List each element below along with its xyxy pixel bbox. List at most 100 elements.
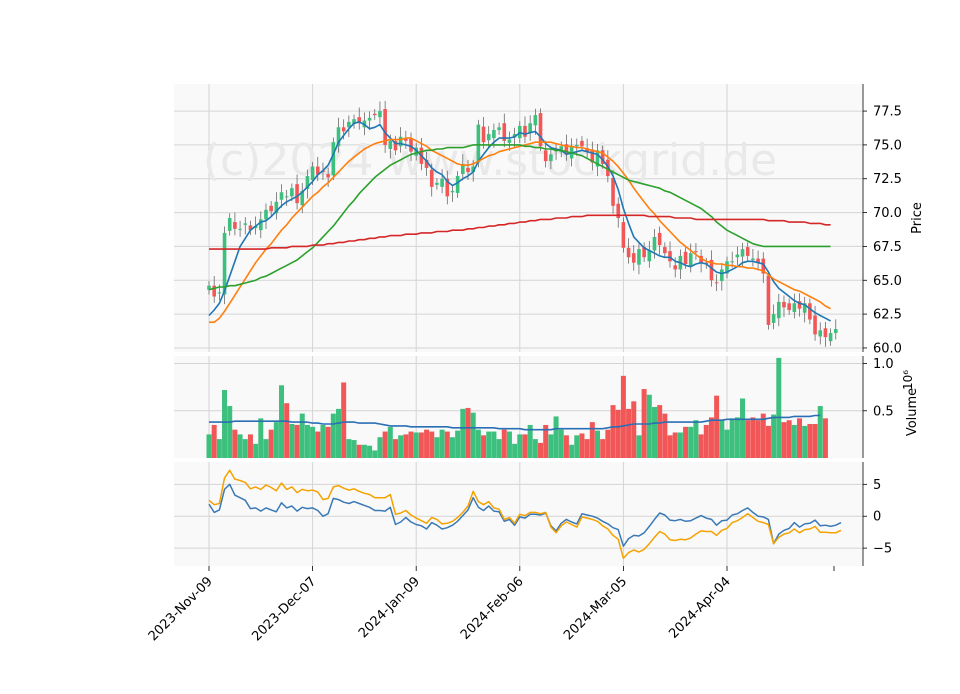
candle-body <box>217 292 222 294</box>
volume-bar <box>698 434 704 458</box>
volume-bar <box>299 413 305 458</box>
candle-body <box>600 150 605 164</box>
candle-body <box>833 328 838 334</box>
candle-body <box>367 117 372 121</box>
osc-ytick-label: 0 <box>873 510 881 525</box>
volume-bar <box>626 408 632 458</box>
volume-bar <box>703 424 709 458</box>
volume-bar <box>398 435 404 458</box>
volume-bar <box>543 424 549 458</box>
candle-body <box>341 127 346 132</box>
candle-body <box>290 188 294 197</box>
volume-bar <box>294 424 300 458</box>
price-series-ma_long <box>209 214 831 250</box>
osc-ytick-label: −5 <box>873 542 892 557</box>
volume-bar <box>589 422 595 458</box>
candle-body <box>766 275 771 325</box>
candle-body <box>616 203 621 218</box>
candle-body <box>502 123 507 141</box>
candle-body <box>823 328 828 338</box>
candle-body <box>300 190 305 206</box>
osc-series-osc_b <box>208 469 842 560</box>
volume-bar <box>802 425 808 458</box>
candle-body <box>259 219 263 231</box>
volume-bar <box>822 418 828 458</box>
volume-bar <box>247 434 253 458</box>
volume-bar <box>807 424 813 458</box>
candle-body <box>357 117 362 124</box>
volume-bar <box>522 434 528 458</box>
price-ytick-label: 65.0 <box>873 274 902 289</box>
volume-bar <box>465 407 471 458</box>
candle-body <box>580 140 584 147</box>
candle-body <box>238 228 242 230</box>
volume-bar <box>496 439 502 458</box>
candle-body <box>279 192 284 200</box>
volume-bar <box>605 429 611 458</box>
volume-bar <box>315 431 321 458</box>
candle-body <box>476 124 481 163</box>
volume-bar <box>610 405 616 458</box>
x-tick-label: 2024-Mar-05 <box>561 574 630 643</box>
price-series-ma_fast <box>208 121 831 322</box>
volume-average-line <box>209 414 821 431</box>
price-ytick-label: 70.0 <box>873 206 902 221</box>
candle-body <box>802 303 807 313</box>
candle-body <box>771 314 776 323</box>
candle-body <box>533 115 538 126</box>
volume-bar <box>662 413 668 458</box>
candle-body <box>720 269 724 281</box>
candle-body <box>372 113 377 116</box>
volume-bar <box>797 418 803 458</box>
candle-body <box>777 301 781 319</box>
volume-bar <box>242 439 248 458</box>
volume-bar <box>211 424 217 458</box>
volume-ytick-label: 0.5 <box>873 404 894 419</box>
volume-bar <box>683 426 689 458</box>
candle-body <box>383 109 387 145</box>
candle-body <box>398 136 403 147</box>
volume-bar <box>667 435 673 458</box>
x-tick-label: 2024-Apr-04 <box>666 574 733 641</box>
volume-bar <box>517 434 523 458</box>
candle-body <box>253 226 258 229</box>
volume-bar <box>745 420 751 458</box>
candle-body <box>388 140 393 149</box>
volume-bar <box>310 426 316 458</box>
volume-bar <box>320 424 326 458</box>
volume-bar <box>227 406 233 458</box>
volume-bar <box>206 434 212 458</box>
candle-body <box>611 178 615 206</box>
candle-body <box>668 251 672 262</box>
candle-body <box>227 218 232 231</box>
volume-bar <box>263 439 269 458</box>
volume-bar <box>724 429 730 458</box>
x-tick-label: 2024-Jan-09 <box>356 574 423 641</box>
candle-body <box>435 182 439 185</box>
volume-bar <box>351 440 357 458</box>
volume-bar <box>755 420 761 458</box>
candle-body <box>233 222 237 229</box>
volume-bar <box>377 437 383 458</box>
candle-body <box>590 149 595 163</box>
volume-bar <box>688 426 694 458</box>
price-ytick-label: 77.5 <box>873 105 902 120</box>
price-axis-label: Price <box>910 202 925 234</box>
volume-bar <box>481 435 487 458</box>
volume-bar <box>237 434 243 458</box>
candle-body <box>310 166 315 181</box>
volume-bar <box>729 418 735 458</box>
volume-bar <box>584 439 590 458</box>
volume-bar <box>693 420 699 458</box>
volume-bar <box>734 417 740 458</box>
candle-body <box>549 154 553 162</box>
volume-bar <box>268 429 274 458</box>
candle-body <box>523 125 527 137</box>
candle-body <box>673 265 677 270</box>
price-ytick-label: 75.0 <box>873 138 902 153</box>
candle-body <box>440 178 444 187</box>
volume-bar <box>392 439 398 458</box>
candle-body <box>486 134 491 141</box>
